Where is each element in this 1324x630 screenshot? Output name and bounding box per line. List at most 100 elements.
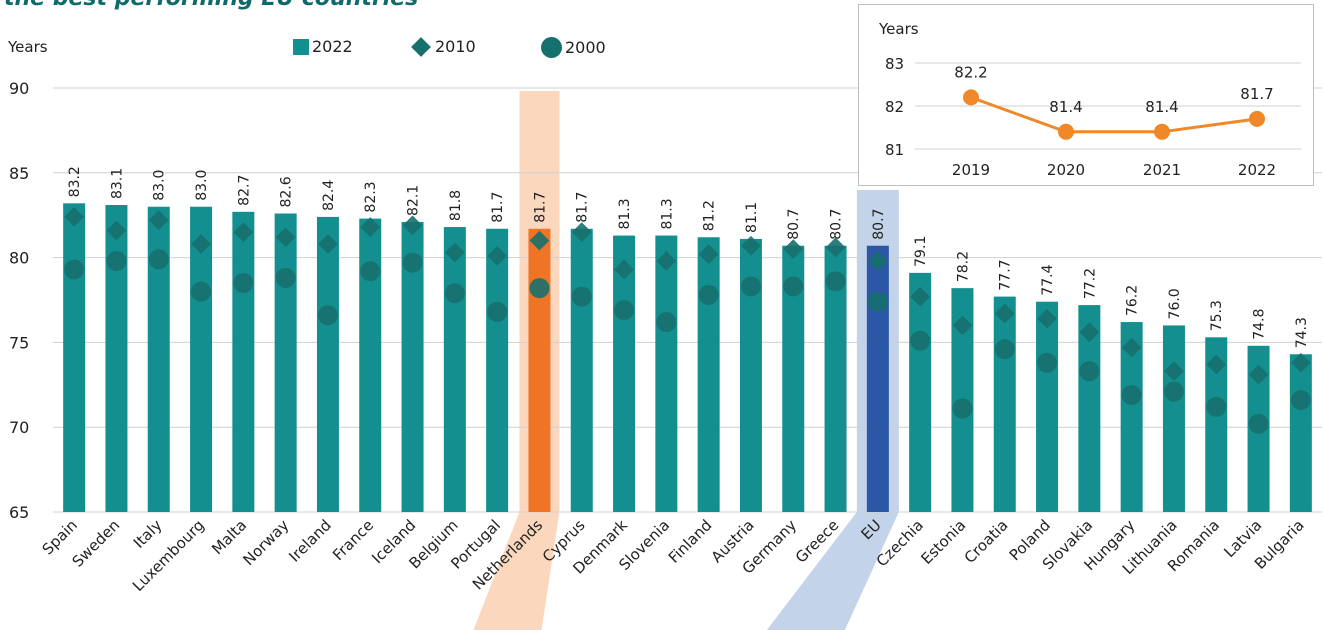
data-label-2022: 74.3 (1294, 317, 1310, 348)
data-label-2022: 82.3 (363, 181, 379, 212)
marker-2000 (487, 301, 508, 322)
data-label-2022: 74.8 (1252, 309, 1268, 340)
bar-2022 (190, 206, 213, 512)
legend-circle-icon (541, 37, 562, 58)
marker-2010 (1037, 308, 1057, 329)
data-label-2022: 80.7 (786, 209, 802, 240)
inset-point (963, 89, 979, 106)
inset-x-tick-label: 2019 (952, 161, 990, 179)
bar-2022 (486, 228, 509, 512)
data-label-2022: 82.1 (406, 185, 422, 216)
inset-chart-panel: Years 81 82 83 82.2 2019 81.4 2020 81.4 2021 81.7… (858, 4, 1314, 186)
marker-2000 (317, 305, 338, 326)
marker-2010 (656, 251, 677, 271)
marker-2000 (444, 283, 465, 304)
marker-2000 (783, 276, 804, 297)
marker-2000 (614, 300, 635, 321)
legend-item-2000: 2000 (541, 37, 606, 58)
marker-2010 (1079, 322, 1100, 343)
data-label-2022: 83.2 (67, 166, 83, 197)
inset-y-tick-label: 81 (885, 141, 904, 159)
bar-2022 (909, 272, 932, 512)
data-label-2022: 83.0 (152, 170, 168, 201)
data-label-2022: 82.4 (321, 180, 337, 211)
bar-2022 (401, 221, 424, 512)
bar-2022 (570, 228, 593, 512)
marker-2000 (1206, 396, 1227, 417)
data-label-2022: 76.2 (1125, 285, 1141, 316)
bar-2022 (1205, 337, 1228, 512)
marker-2000 (360, 261, 381, 282)
marker-2000 (656, 312, 677, 333)
y-tick-label: 75 (9, 333, 29, 352)
inset-data-label: 81.4 (1049, 98, 1082, 116)
y-tick-label: 85 (9, 164, 29, 183)
marker-2000 (740, 276, 761, 297)
legend-square-icon (293, 38, 309, 55)
legend-item-2022: 2022 (293, 37, 353, 56)
y-axis-title: Years (8, 38, 48, 56)
data-label-2022: 83.1 (109, 168, 125, 199)
legend-item-2010: 2010 (411, 36, 476, 57)
marker-2010 (275, 227, 296, 248)
marker-2000 (233, 273, 254, 294)
bar-2022 (232, 211, 255, 513)
bar-2022 (1120, 322, 1143, 512)
legend-label-2010: 2010 (435, 37, 476, 56)
marker-2010 (402, 215, 423, 236)
marker-2000 (1079, 361, 1100, 382)
marker-2010 (64, 206, 85, 227)
bar-2022 (866, 245, 889, 512)
marker-2000 (1248, 413, 1269, 434)
legend-label-2000: 2000 (565, 38, 606, 57)
inset-data-label: 81.4 (1145, 98, 1178, 116)
data-label-2022: 77.7 (998, 259, 1014, 290)
marker-2000 (1163, 381, 1184, 402)
bar-2022 (1162, 325, 1185, 512)
marker-2010 (233, 222, 254, 243)
marker-2010 (360, 217, 381, 237)
bar-2022 (105, 205, 128, 513)
data-label-2022: 76.0 (1167, 288, 1183, 319)
bar-2022 (655, 235, 678, 512)
data-label-2022: 75.3 (1209, 300, 1225, 331)
marker-2000 (867, 291, 888, 312)
bar-2022 (443, 227, 466, 512)
marker-2010 (910, 286, 931, 307)
marker-2000 (106, 250, 127, 271)
bar-2022 (63, 203, 86, 512)
inset-x-tick-label: 2022 (1238, 161, 1276, 179)
x-category-label: Sweden (69, 516, 124, 571)
marker-2010 (444, 242, 465, 263)
x-category-label: Ireland (285, 516, 334, 565)
data-label-2022: 81.3 (659, 198, 675, 229)
data-label-2022: 82.7 (236, 175, 252, 206)
data-label-2022: 81.1 (744, 202, 760, 233)
data-label-2022: 78.2 (955, 251, 971, 282)
chart-title: the best performing EU countries (4, 0, 418, 11)
bar-2022 (739, 238, 762, 512)
marker-2000 (825, 271, 846, 292)
bar-2022 (316, 216, 339, 512)
x-category-label: Estonia (918, 516, 970, 568)
inset-y-tick-label: 82 (885, 98, 904, 116)
data-label-2022: 80.7 (871, 209, 887, 240)
data-label-2022: 83.0 (194, 170, 210, 201)
data-label-2022: 77.4 (1040, 264, 1056, 295)
inset-data-label: 82.2 (954, 63, 987, 81)
marker-2000 (64, 259, 85, 280)
data-label-2022: 77.2 (1082, 268, 1098, 299)
marker-2000 (698, 284, 719, 305)
marker-2010 (994, 303, 1015, 324)
data-label-2022: 79.1 (913, 236, 929, 267)
bar-2022 (697, 237, 720, 513)
marker-2000 (910, 330, 931, 351)
marker-2010 (1164, 361, 1184, 382)
marker-2010 (1290, 352, 1311, 373)
inset-x-tick-label: 2021 (1143, 161, 1181, 179)
data-label-2022: 81.2 (702, 200, 718, 231)
y-tick-label: 90 (9, 79, 29, 98)
x-category-label: Italy (130, 516, 166, 552)
inset-point (1058, 123, 1074, 140)
